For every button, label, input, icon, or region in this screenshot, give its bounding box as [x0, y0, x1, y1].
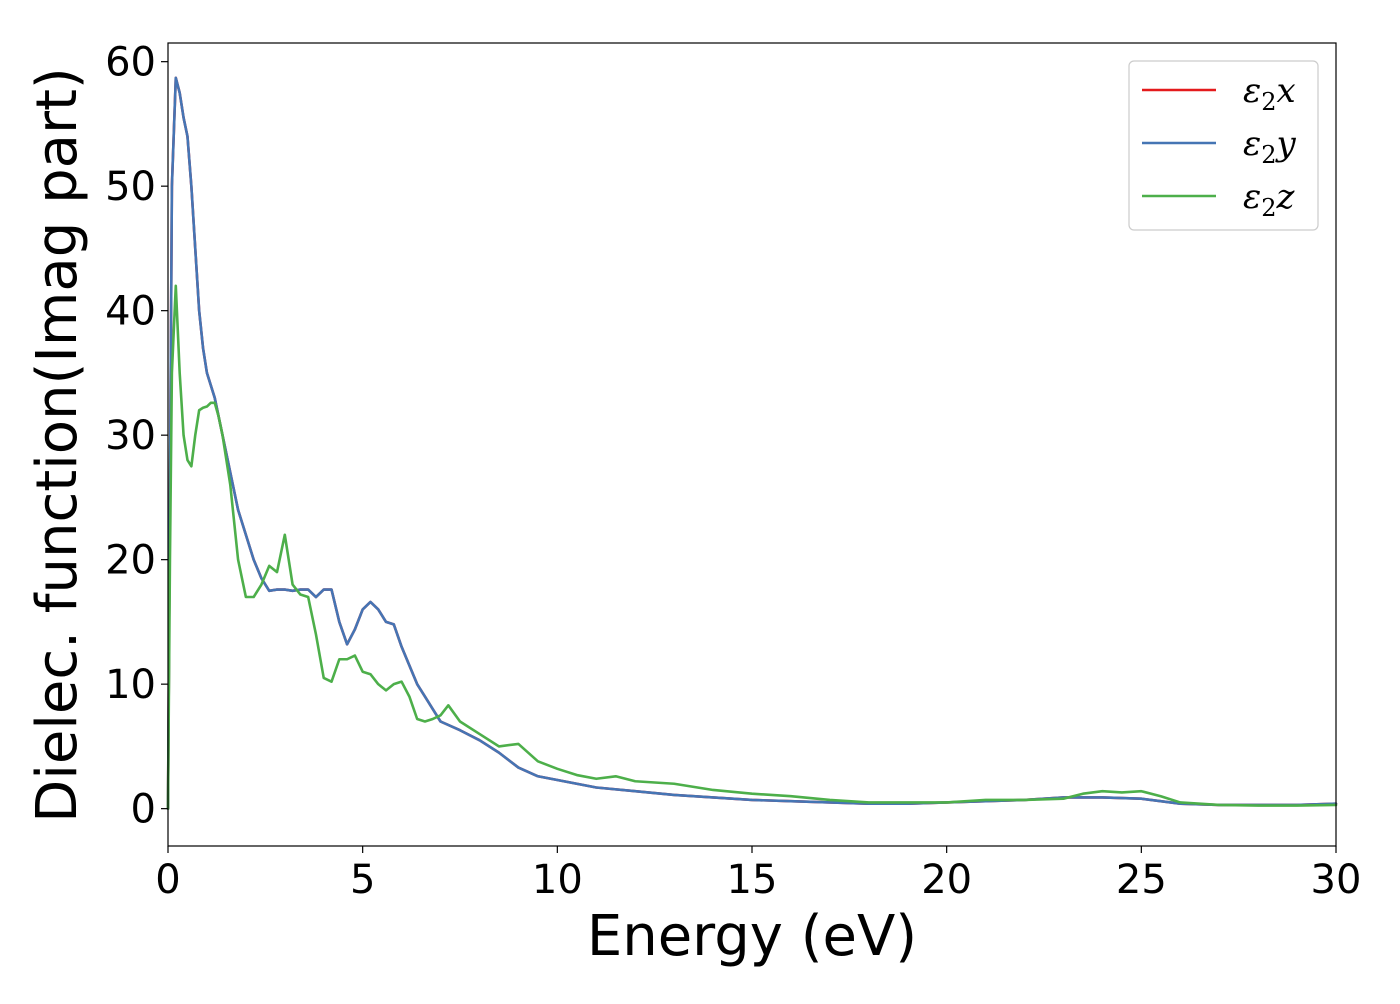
y-tick-label: 10 — [105, 662, 156, 708]
x-tick-label: 5 — [350, 857, 375, 903]
legend-label-y: ε2y — [1243, 124, 1297, 169]
y-tick-label: 30 — [105, 413, 156, 459]
x-tick-label: 0 — [155, 857, 180, 903]
y-tick-label: 0 — [131, 787, 156, 833]
series-line-z — [166, 284, 1338, 810]
axes-layer: 0 5 10 15 20 25 30 0 10 20 30 40 50 60 — [105, 40, 1361, 903]
legend: ε2x ε2y ε2z — [1128, 60, 1319, 231]
y-tick-label: 20 — [105, 538, 156, 584]
y-tick-label: 60 — [105, 40, 156, 86]
x-tick-label: 25 — [1116, 857, 1167, 903]
x-axis-title: Energy (eV) — [587, 904, 917, 969]
y-tick-label: 50 — [105, 164, 156, 210]
legend-box — [1128, 60, 1319, 231]
legend-label-z: ε2z — [1243, 177, 1296, 222]
x-tick-label: 15 — [727, 857, 778, 903]
x-tick-label: 10 — [532, 857, 583, 903]
x-tick-label: 30 — [1311, 857, 1362, 903]
series-layer — [166, 76, 1338, 810]
y-axis-title: Dielec. function(Imag part) — [25, 67, 90, 823]
legend-label-x: ε2x — [1243, 71, 1296, 116]
x-tick-label: 20 — [921, 857, 972, 903]
y-tick-label: 40 — [105, 289, 156, 335]
plot-frame — [167, 42, 1337, 847]
